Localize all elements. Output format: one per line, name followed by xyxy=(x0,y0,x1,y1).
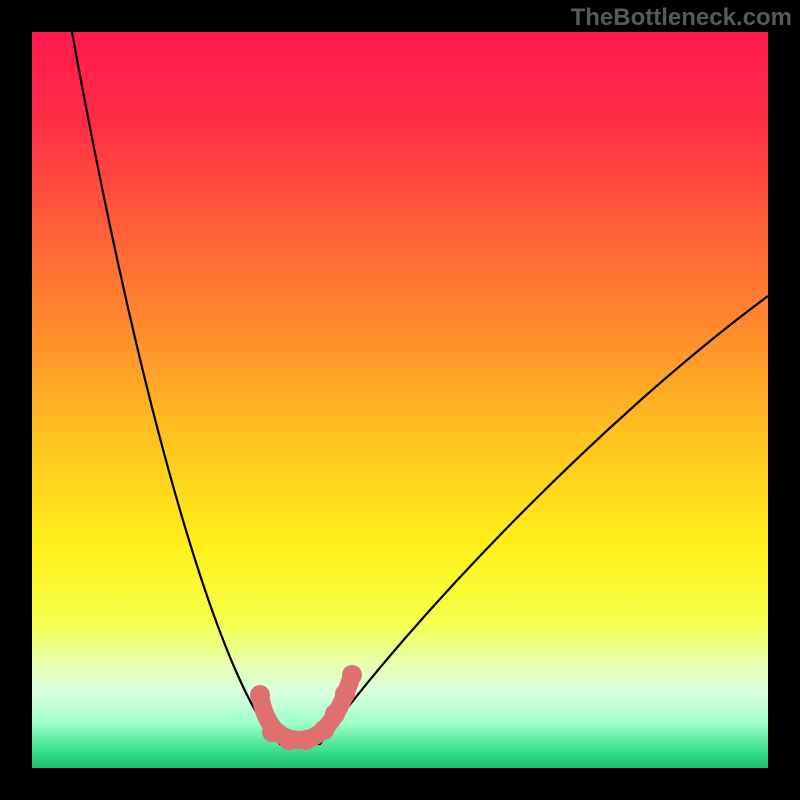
data-marker xyxy=(335,684,355,704)
data-marker xyxy=(342,665,362,685)
bottleneck-chart-svg xyxy=(0,0,800,800)
plot-area-gradient xyxy=(32,32,768,768)
watermark-text: TheBottleneck.com xyxy=(571,4,792,32)
data-marker xyxy=(325,704,345,724)
data-marker xyxy=(262,722,282,742)
data-marker xyxy=(296,730,316,750)
data-marker xyxy=(250,685,270,705)
